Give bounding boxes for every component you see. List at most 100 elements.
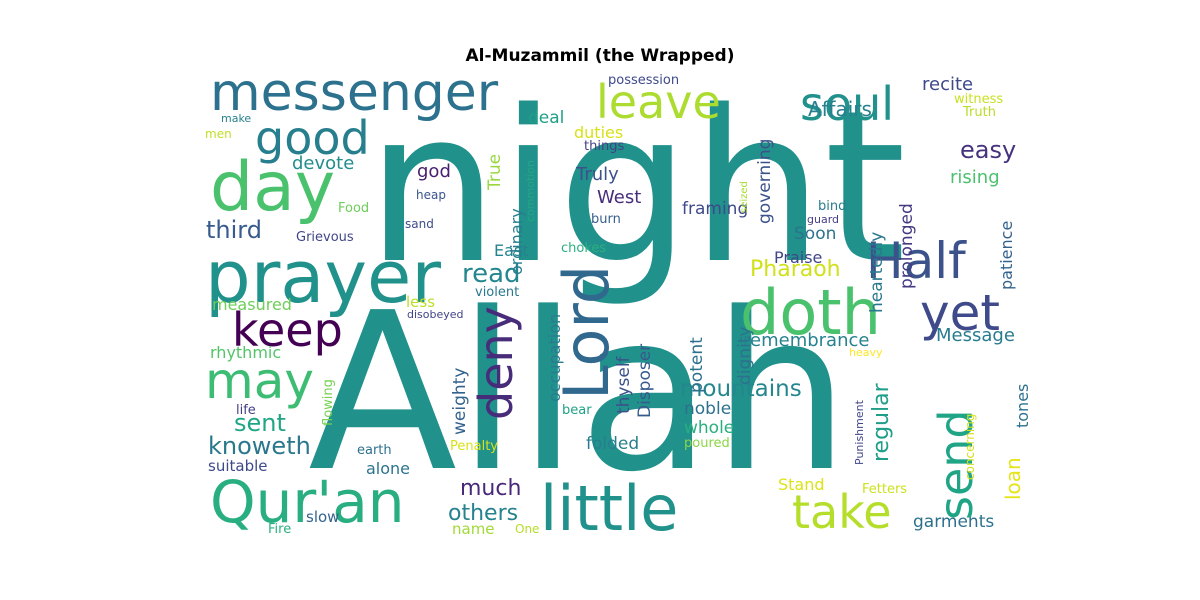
word-heartedly: heartedly xyxy=(867,232,887,313)
word-recite: recite xyxy=(922,74,973,95)
word-prolonged: prolonged xyxy=(897,203,917,289)
word-less: less xyxy=(406,293,435,311)
word-penalty: Penalty xyxy=(450,439,498,454)
word-governing: governing xyxy=(755,139,775,224)
word-little: little xyxy=(540,472,678,545)
word-messenger: messenger xyxy=(210,63,499,123)
word-folded: folded xyxy=(586,434,639,454)
word-thyself: thyself xyxy=(614,355,634,414)
word-one: One xyxy=(515,522,539,536)
word-commotion: commotion xyxy=(524,160,537,222)
word-pharaoh: Pharaoh xyxy=(750,257,841,282)
word-mountains: mountains xyxy=(680,376,802,402)
word-truly: Truly xyxy=(575,164,619,185)
word-punishment: Punishment xyxy=(853,399,866,465)
word-yet: yet xyxy=(920,284,1000,342)
word-heavy: heavy xyxy=(849,346,883,359)
word-earth: earth xyxy=(357,443,392,458)
word-witness: witness xyxy=(954,92,1003,107)
word-stand: Stand xyxy=(778,475,825,494)
word-doth: doth xyxy=(740,276,881,349)
word-life: life xyxy=(236,403,256,418)
word-much: much xyxy=(460,476,521,501)
word-others: others xyxy=(448,501,518,526)
word-name: name xyxy=(452,520,495,538)
word-make: make xyxy=(221,112,251,125)
word-chokes: chokes xyxy=(561,241,606,256)
word-send: send xyxy=(929,409,983,520)
word-men: men xyxy=(205,127,232,141)
word-things: things xyxy=(584,139,624,154)
word-take: take xyxy=(792,485,892,539)
word-flowing: flowing xyxy=(321,379,336,426)
word-night: night xyxy=(366,65,906,310)
word-message: Message xyxy=(936,325,1015,346)
word-west: West xyxy=(597,187,641,208)
word-bear: bear xyxy=(562,403,592,418)
word-rising: rising xyxy=(950,167,1000,188)
word-tones: tones xyxy=(1013,384,1032,428)
word-lord: Lord xyxy=(550,265,623,400)
word-prayer: prayer xyxy=(205,235,441,319)
word-rhythmic: rhythmic xyxy=(210,343,281,362)
word-concerning: concerning xyxy=(963,414,977,480)
word-keep: keep xyxy=(232,303,343,357)
word-day: day xyxy=(210,148,335,227)
word-knoweth: knoweth xyxy=(208,432,311,460)
word-sand: sand xyxy=(405,217,434,231)
word-garments: garments xyxy=(913,512,994,532)
word-half: Half xyxy=(866,232,967,290)
word-qur-an: Qur'an xyxy=(210,468,405,536)
word-sent: sent xyxy=(234,409,286,437)
word-affairs: Affairs xyxy=(808,97,872,121)
word-soul: soul xyxy=(800,77,894,131)
word-fire: Fire xyxy=(268,522,291,537)
word-truth: Truth xyxy=(962,105,996,120)
word-disposer: Disposer xyxy=(635,344,655,418)
word-possession: possession xyxy=(608,73,679,88)
word-fetters: Fetters xyxy=(862,482,907,497)
word-deal: deal xyxy=(528,108,564,128)
word-third: third xyxy=(206,216,262,244)
word-heap: heap xyxy=(416,188,446,202)
word-easy: easy xyxy=(960,136,1016,164)
word-bind: bind xyxy=(818,199,846,214)
word-violent: violent xyxy=(475,285,519,300)
word-poured: poured xyxy=(684,436,730,451)
word-east: East xyxy=(494,241,529,260)
word-dignity: dignity xyxy=(735,326,755,385)
word-grievous: Grievous xyxy=(296,230,354,245)
word-devote: devote xyxy=(292,153,354,174)
word-food: Food xyxy=(338,201,369,216)
word-weighty: weighty xyxy=(450,368,470,435)
word-leave: leave xyxy=(596,75,721,129)
word-alone: alone xyxy=(366,459,410,478)
word-true: True xyxy=(485,154,505,191)
word-whole: whole xyxy=(684,418,734,438)
word-soon: Soon xyxy=(794,224,836,244)
chart-title: Al-Muzammil (the Wrapped) xyxy=(465,46,735,66)
word-duties: duties xyxy=(574,123,623,142)
word-read: read xyxy=(462,259,521,289)
word-allah: Allah xyxy=(308,267,850,520)
word-praise: Praise xyxy=(774,248,822,267)
word-slow: slow xyxy=(306,508,339,526)
word-occupation: occupation xyxy=(545,314,564,402)
word-remembrance: remembrance xyxy=(743,330,869,351)
word-regular: regular xyxy=(869,382,894,462)
word-good: good xyxy=(255,111,370,165)
word-burn: burn xyxy=(591,212,621,227)
word-deny: deny xyxy=(469,306,523,420)
word-disobeyed: disobeyed xyxy=(407,308,464,321)
word-measured: measured xyxy=(212,295,292,314)
word-noble: noble xyxy=(684,399,731,419)
word-may: may xyxy=(205,352,314,410)
word-seized: seized xyxy=(739,181,750,213)
word-patience: patience xyxy=(997,221,1016,290)
word-framing: framing xyxy=(682,199,748,219)
word-guard: guard xyxy=(807,213,839,226)
word-potent: potent xyxy=(687,337,707,393)
word-ordinary: ordinary xyxy=(507,208,526,275)
word-suitable: suitable xyxy=(208,457,267,475)
